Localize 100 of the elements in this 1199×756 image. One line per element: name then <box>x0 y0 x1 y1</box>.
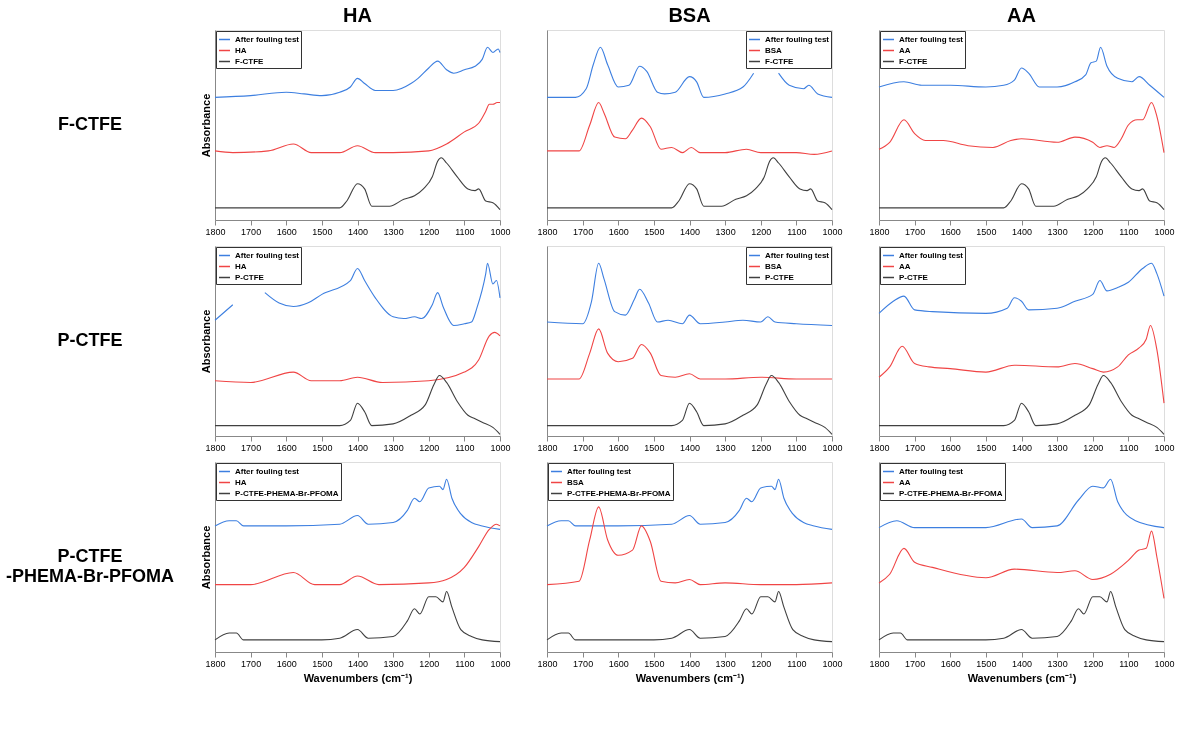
x-tick-label: 1300 <box>1047 226 1068 237</box>
x-tick-label: 1500 <box>644 226 665 237</box>
x-tick-label: 1700 <box>241 226 262 237</box>
x-tick-label: 1000 <box>490 442 511 453</box>
x-tick-label: 1300 <box>715 658 736 669</box>
x-tick-label: 1000 <box>490 226 511 237</box>
x-tick-label: 1600 <box>940 658 961 669</box>
legend-label: BSA <box>567 477 585 487</box>
x-tick-label: 1200 <box>419 442 440 453</box>
x-tick-label: 1500 <box>976 658 997 669</box>
x-tick-label: 1000 <box>1154 226 1175 237</box>
x-tick-label: 1100 <box>455 442 475 453</box>
text: P-CTFE <box>57 330 123 350</box>
x-tick-label: 1400 <box>679 442 701 453</box>
x-tick-label: 1400 <box>1011 226 1033 237</box>
x-tick-label: 1700 <box>241 442 262 453</box>
legend-label: AA <box>899 477 911 487</box>
legend-label: After fouling test <box>235 250 300 260</box>
x-tick-label: 1100 <box>787 442 807 453</box>
text: F-CTFE <box>58 114 122 134</box>
x-tick-label: 1500 <box>312 442 333 453</box>
x-tick-label: 1000 <box>1154 442 1175 453</box>
x-tick-label: 1100 <box>787 658 807 669</box>
x-tick-label: 1600 <box>276 442 297 453</box>
x-tick-label: 1400 <box>1011 658 1033 669</box>
x-tick-label: 1800 <box>205 226 226 237</box>
legend-label: After fouling test <box>235 466 300 476</box>
x-tick-label: 1700 <box>905 442 926 453</box>
x-tick-label: 1200 <box>751 442 772 453</box>
chart-title: AA <box>1007 4 1036 26</box>
x-tick-label: 1200 <box>1083 226 1104 237</box>
x-tick-label: 1600 <box>940 442 961 453</box>
legend-label: BSA <box>765 45 783 55</box>
x-tick-label: 1100 <box>1119 226 1139 237</box>
legend-label: After fouling test <box>567 466 632 476</box>
x-tick-label: 1300 <box>383 658 404 669</box>
x-tick-label: 1700 <box>905 658 926 669</box>
x-tick-label: 1800 <box>205 658 226 669</box>
y-axis-title: Absorbance <box>199 525 212 590</box>
y-axis-title: Absorbance <box>199 93 212 158</box>
x-tick-label: 1500 <box>644 658 665 669</box>
x-axis-title: Wavenumbers (cm⁻¹) <box>635 671 745 684</box>
legend-label: BSA <box>765 261 783 271</box>
x-tick-label: 1500 <box>644 442 665 453</box>
x-tick-label: 1700 <box>573 442 594 453</box>
x-tick-label: 1600 <box>940 226 961 237</box>
legend-label: P-CTFE <box>765 272 795 282</box>
x-tick-label: 1400 <box>347 226 369 237</box>
legend-label: After fouling test <box>899 250 964 260</box>
legend-label: P-CTFE-PHEMA-Br-PFOMA <box>899 488 1003 498</box>
x-tick-label: 1800 <box>869 226 890 237</box>
x-tick-label: 1400 <box>347 658 369 669</box>
chart-title: HA <box>343 4 372 26</box>
x-tick-label: 1800 <box>205 442 226 453</box>
x-tick-label: 1800 <box>537 442 558 453</box>
x-axis-title: Wavenumbers (cm⁻¹) <box>303 671 413 684</box>
x-tick-label: 1800 <box>537 658 558 669</box>
x-tick-label: 1600 <box>608 658 629 669</box>
x-tick-label: 1500 <box>312 658 333 669</box>
legend-label: After fouling test <box>899 34 964 44</box>
x-tick-label: 1800 <box>869 442 890 453</box>
legend-label: AA <box>899 261 911 271</box>
x-tick-label: 1100 <box>1119 658 1139 669</box>
x-tick-label: 1000 <box>490 658 511 669</box>
legend-label: P-CTFE <box>235 272 265 282</box>
legend-label: AA <box>899 45 911 55</box>
legend-label: HA <box>235 477 247 487</box>
x-tick-label: 1200 <box>751 658 772 669</box>
x-tick-label: 1700 <box>241 658 262 669</box>
x-tick-label: 1200 <box>751 226 772 237</box>
x-tick-label: 1100 <box>1119 442 1139 453</box>
legend-label: F-CTFE <box>235 56 265 66</box>
x-tick-label: 1200 <box>1083 442 1104 453</box>
x-tick-label: 1200 <box>419 226 440 237</box>
x-tick-label: 1200 <box>419 658 440 669</box>
legend-label: P-CTFE-PHEMA-Br-PFOMA <box>567 488 671 498</box>
x-tick-label: 1800 <box>869 658 890 669</box>
x-tick-label: 1600 <box>608 442 629 453</box>
legend-label: P-CTFE <box>899 272 929 282</box>
x-tick-label: 1300 <box>1047 442 1068 453</box>
legend-label: After fouling test <box>765 34 830 44</box>
x-tick-label: 1500 <box>976 226 997 237</box>
x-tick-label: 1400 <box>1011 442 1033 453</box>
x-tick-label: 1700 <box>573 658 594 669</box>
legend-label: HA <box>235 45 247 55</box>
x-tick-label: 1100 <box>455 658 475 669</box>
x-tick-label: 1600 <box>608 226 629 237</box>
chart-title: BSA <box>668 4 711 26</box>
x-tick-label: 1500 <box>976 442 997 453</box>
x-tick-label: 1600 <box>276 226 297 237</box>
x-tick-label: 1300 <box>715 226 736 237</box>
x-tick-label: 1800 <box>537 226 558 237</box>
x-tick-label: 1000 <box>822 658 843 669</box>
x-tick-label: 1300 <box>715 442 736 453</box>
x-tick-label: 1100 <box>455 226 475 237</box>
x-tick-label: 1300 <box>383 226 404 237</box>
legend-label: HA <box>235 261 247 271</box>
x-tick-label: 1500 <box>312 226 333 237</box>
x-tick-label: 1300 <box>383 442 404 453</box>
x-tick-label: 1200 <box>1083 658 1104 669</box>
